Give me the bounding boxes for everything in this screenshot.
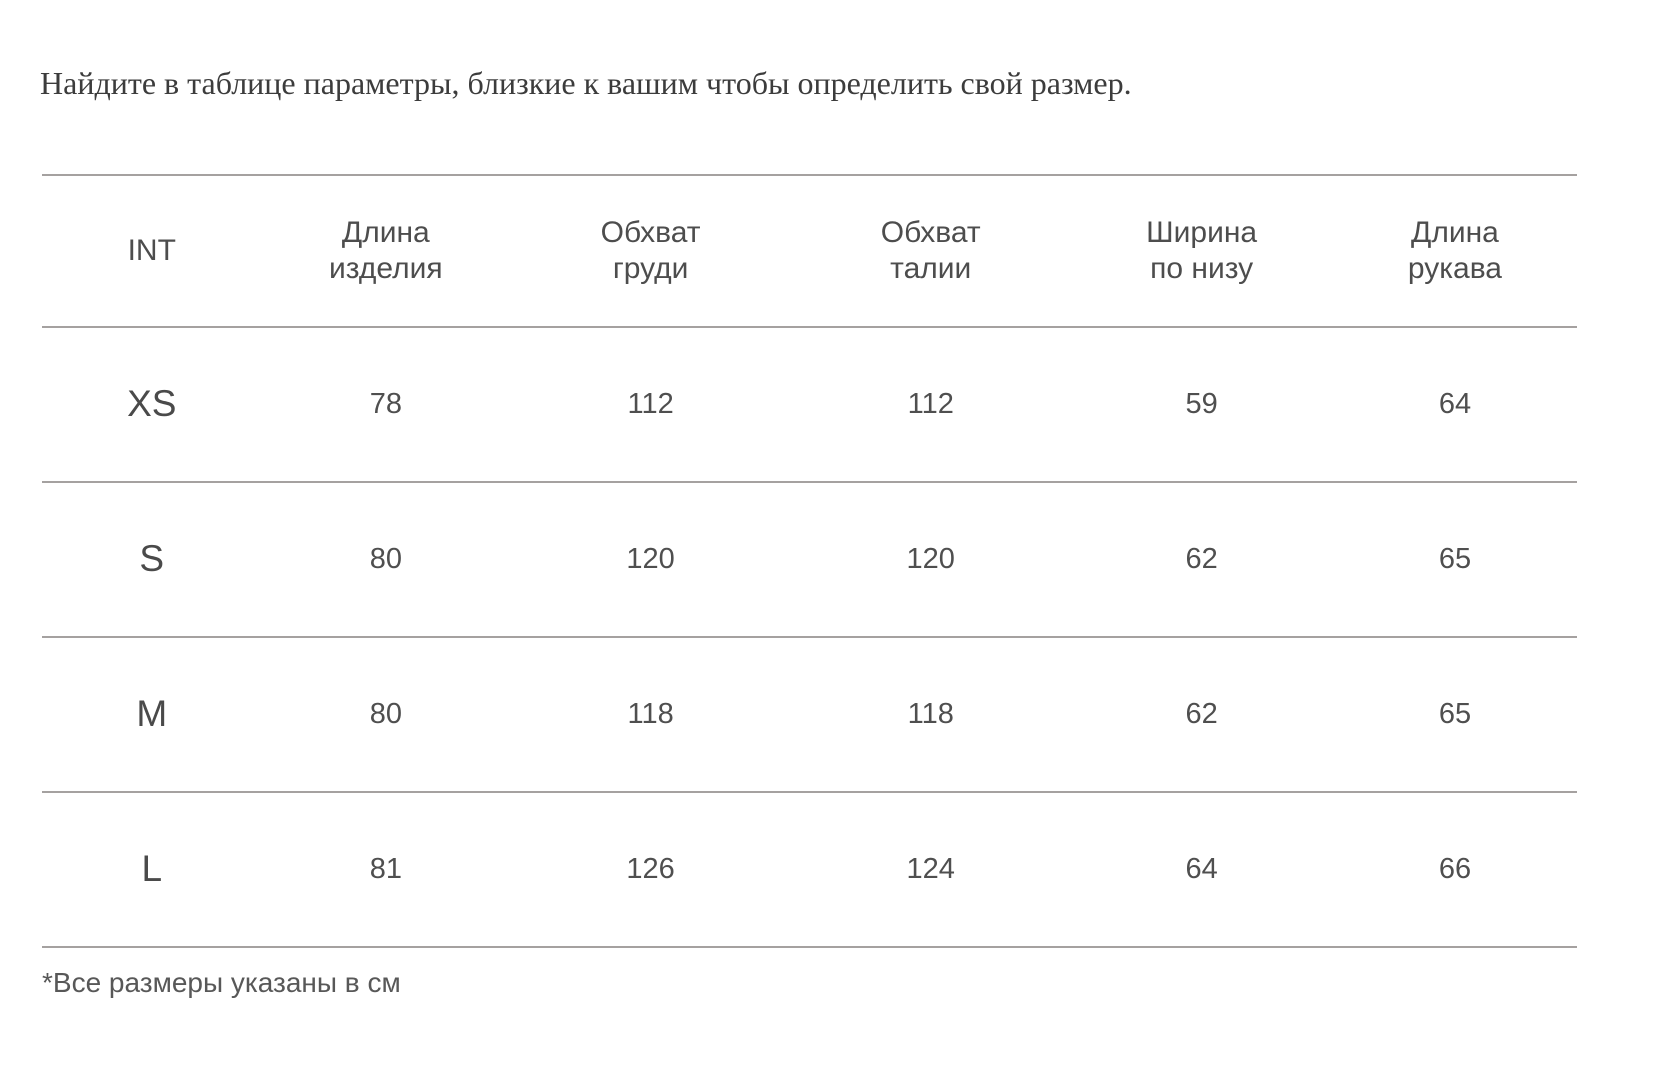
measurement-value: 59 <box>1185 387 1218 420</box>
measurement-value: 65 <box>1438 542 1472 575</box>
column-header-item-length: Длина изделия <box>329 215 443 285</box>
measurement-value: 112 <box>627 387 674 420</box>
page-title: Найдите в таблице параметры, близкие к в… <box>40 65 1132 101</box>
measurement-value: 124 <box>906 852 955 885</box>
size-label: M <box>136 693 168 735</box>
column-header-chest-girth: Обхват груди <box>600 215 701 285</box>
size-label: S <box>139 538 165 580</box>
header-row: INT Длина изделия Обхват груди Обхват та… <box>42 174 1577 327</box>
size-row: S 80 120 120 62 65 <box>42 482 1577 637</box>
size-row: M 80 118 118 62 65 <box>42 637 1577 792</box>
size-table-body: XS 78 112 112 59 64 S 80 120 120 62 65 M… <box>42 327 1577 947</box>
measurement-value: 62 <box>1185 542 1218 575</box>
size-table: INT Длина изделия Обхват груди Обхват та… <box>42 174 1577 948</box>
measurement-value: 81 <box>369 852 402 885</box>
size-guide-page: Найдите в таблице параметры, близкие к в… <box>0 63 1680 999</box>
measurement-value: 64 <box>1438 387 1472 420</box>
units-footnote: *Все размеры указаны в см <box>42 966 401 998</box>
measurement-value: 66 <box>1438 852 1472 885</box>
size-label: XS <box>127 383 177 425</box>
measurement-value: 120 <box>906 542 955 575</box>
column-header-bottom-width: Ширина по низу <box>1146 215 1258 285</box>
measurement-value: 118 <box>627 697 674 730</box>
measurement-value: 118 <box>907 697 954 730</box>
column-header-waist-girth: Обхват талии <box>880 215 981 285</box>
measurement-value: 80 <box>369 542 402 575</box>
column-header-sleeve-length: Длина рукава <box>1407 215 1502 285</box>
measurement-value: 120 <box>626 542 675 575</box>
size-table-header: INT Длина изделия Обхват груди Обхват та… <box>42 174 1577 327</box>
measurement-value: 65 <box>1438 697 1472 730</box>
measurement-value: 112 <box>907 387 954 420</box>
size-row: XS 78 112 112 59 64 <box>42 327 1577 482</box>
measurement-value: 64 <box>1185 852 1218 885</box>
column-header-int: INT <box>127 233 176 267</box>
size-row: L 81 126 124 64 66 <box>42 792 1577 947</box>
measurement-value: 78 <box>369 387 402 420</box>
measurement-value: 126 <box>626 852 675 885</box>
measurement-value: 80 <box>369 697 402 730</box>
size-label: L <box>141 848 163 890</box>
measurement-value: 62 <box>1185 697 1218 730</box>
